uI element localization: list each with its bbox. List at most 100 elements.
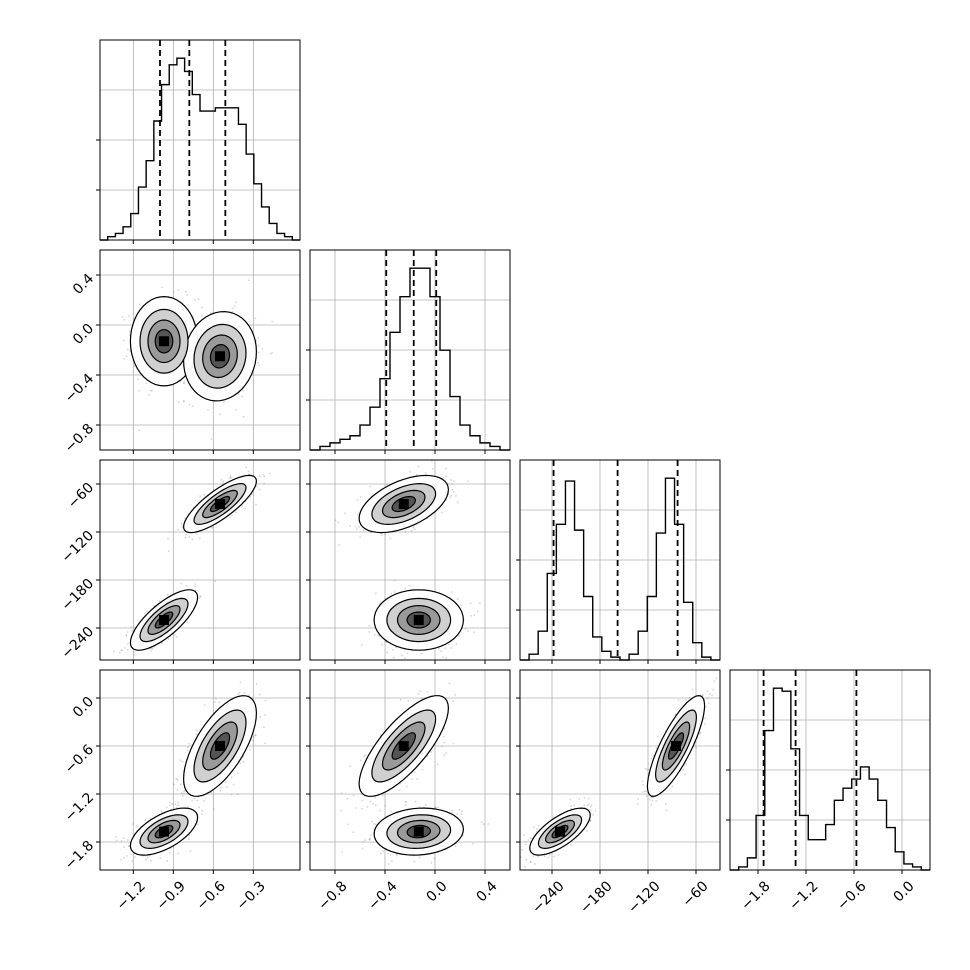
scatter-point [454,693,456,696]
scatter-point [160,810,163,813]
scatter-point [131,823,134,825]
x-tick-label: −0.6 [834,878,869,913]
scatter-point [382,850,385,852]
scatter-point [150,649,152,652]
scatter-point [182,400,185,403]
scatter-point [128,845,131,848]
scatter-point [176,806,178,809]
scatter-point [121,316,124,318]
scatter-point [360,644,363,646]
scatter-point [169,804,171,807]
scatter-point [404,587,407,590]
scatter-point [364,754,367,756]
scatter-point [128,845,130,847]
scatter-point [145,382,148,384]
x-tick-label: −0.3 [234,878,269,913]
histogram-panel [726,669,931,874]
scatter-point [417,465,420,468]
scatter-point [445,752,447,755]
scatter-point [398,789,401,792]
scatter-point [440,650,442,652]
scatter-point [165,806,168,809]
scatter-point [414,771,416,774]
density-peak [398,499,409,509]
scatter-point [183,790,185,793]
scatter-point [211,526,214,529]
scatter-point [184,290,187,293]
scatter-point [166,593,169,596]
scatter-point [122,339,125,342]
scatter-point [187,805,190,808]
scatter-point [340,809,343,812]
scatter-point [390,592,393,595]
scatter-point [458,635,460,638]
scatter-point [594,809,597,812]
scatter-point [151,389,153,392]
scatter-point [415,473,418,476]
scatter-point [189,850,192,853]
scatter-point [338,543,341,546]
scatter-point [359,496,362,498]
scatter-point [146,856,149,859]
scatter-point [174,803,177,806]
scatter-point [424,472,427,474]
scatter-point [448,643,450,646]
scatter-point [118,651,121,654]
scatter-point [473,631,475,634]
y-tick-label: −240 [59,624,98,663]
scatter-point [472,842,474,845]
scatter-point [201,809,204,812]
scatter-point [186,749,189,752]
scatter-point [172,290,175,293]
scatter-point [390,854,392,856]
scatter-point [199,595,202,598]
x-tick-label: −1.2 [786,878,821,913]
scatter-point [233,305,236,308]
scatter-point [230,793,233,796]
scatter-point [368,631,371,633]
scatter-point [431,467,434,470]
scatter-point [201,314,203,317]
density-peak [159,336,169,347]
scatter-point [362,841,365,843]
scatter-point [264,699,267,702]
scatter-point [173,633,176,636]
scatter-point [226,786,228,789]
scatter-point [194,583,197,586]
scatter-point [255,504,257,506]
panel-frame [309,669,511,871]
x-tick-label: −1.2 [114,878,149,913]
scatter-point [386,651,388,654]
scatter-point [188,403,191,406]
scatter-point [181,524,183,527]
scatter-point [361,847,364,850]
scatter-point [179,783,182,786]
scatter-point [452,480,455,482]
scatter-point [188,838,190,841]
scatter-point [349,524,352,527]
scatter-point [175,777,178,780]
scatter-point [409,470,411,473]
scatter-point [184,536,187,539]
scatter-point [460,813,463,816]
scatter-point [418,856,421,859]
scatter-point [120,840,123,842]
y-tick-label: 0.0 [70,694,97,721]
scatter-point [247,470,250,473]
scatter-point [183,399,185,402]
scatter-point [183,381,186,384]
scatter-point [356,499,359,501]
scatter-point [385,483,388,486]
scatter-point [232,307,234,310]
scatter-point [366,805,369,808]
scatter-point [248,694,250,697]
scatter-point [219,413,222,416]
scatter-point [389,537,392,540]
scatter-point [151,647,154,650]
scatter-point [408,584,411,587]
scatter-point [133,653,136,656]
scatter-point [243,691,246,694]
scatter-point [259,715,262,718]
scatter-point [589,809,592,811]
scatter-point [177,528,179,531]
